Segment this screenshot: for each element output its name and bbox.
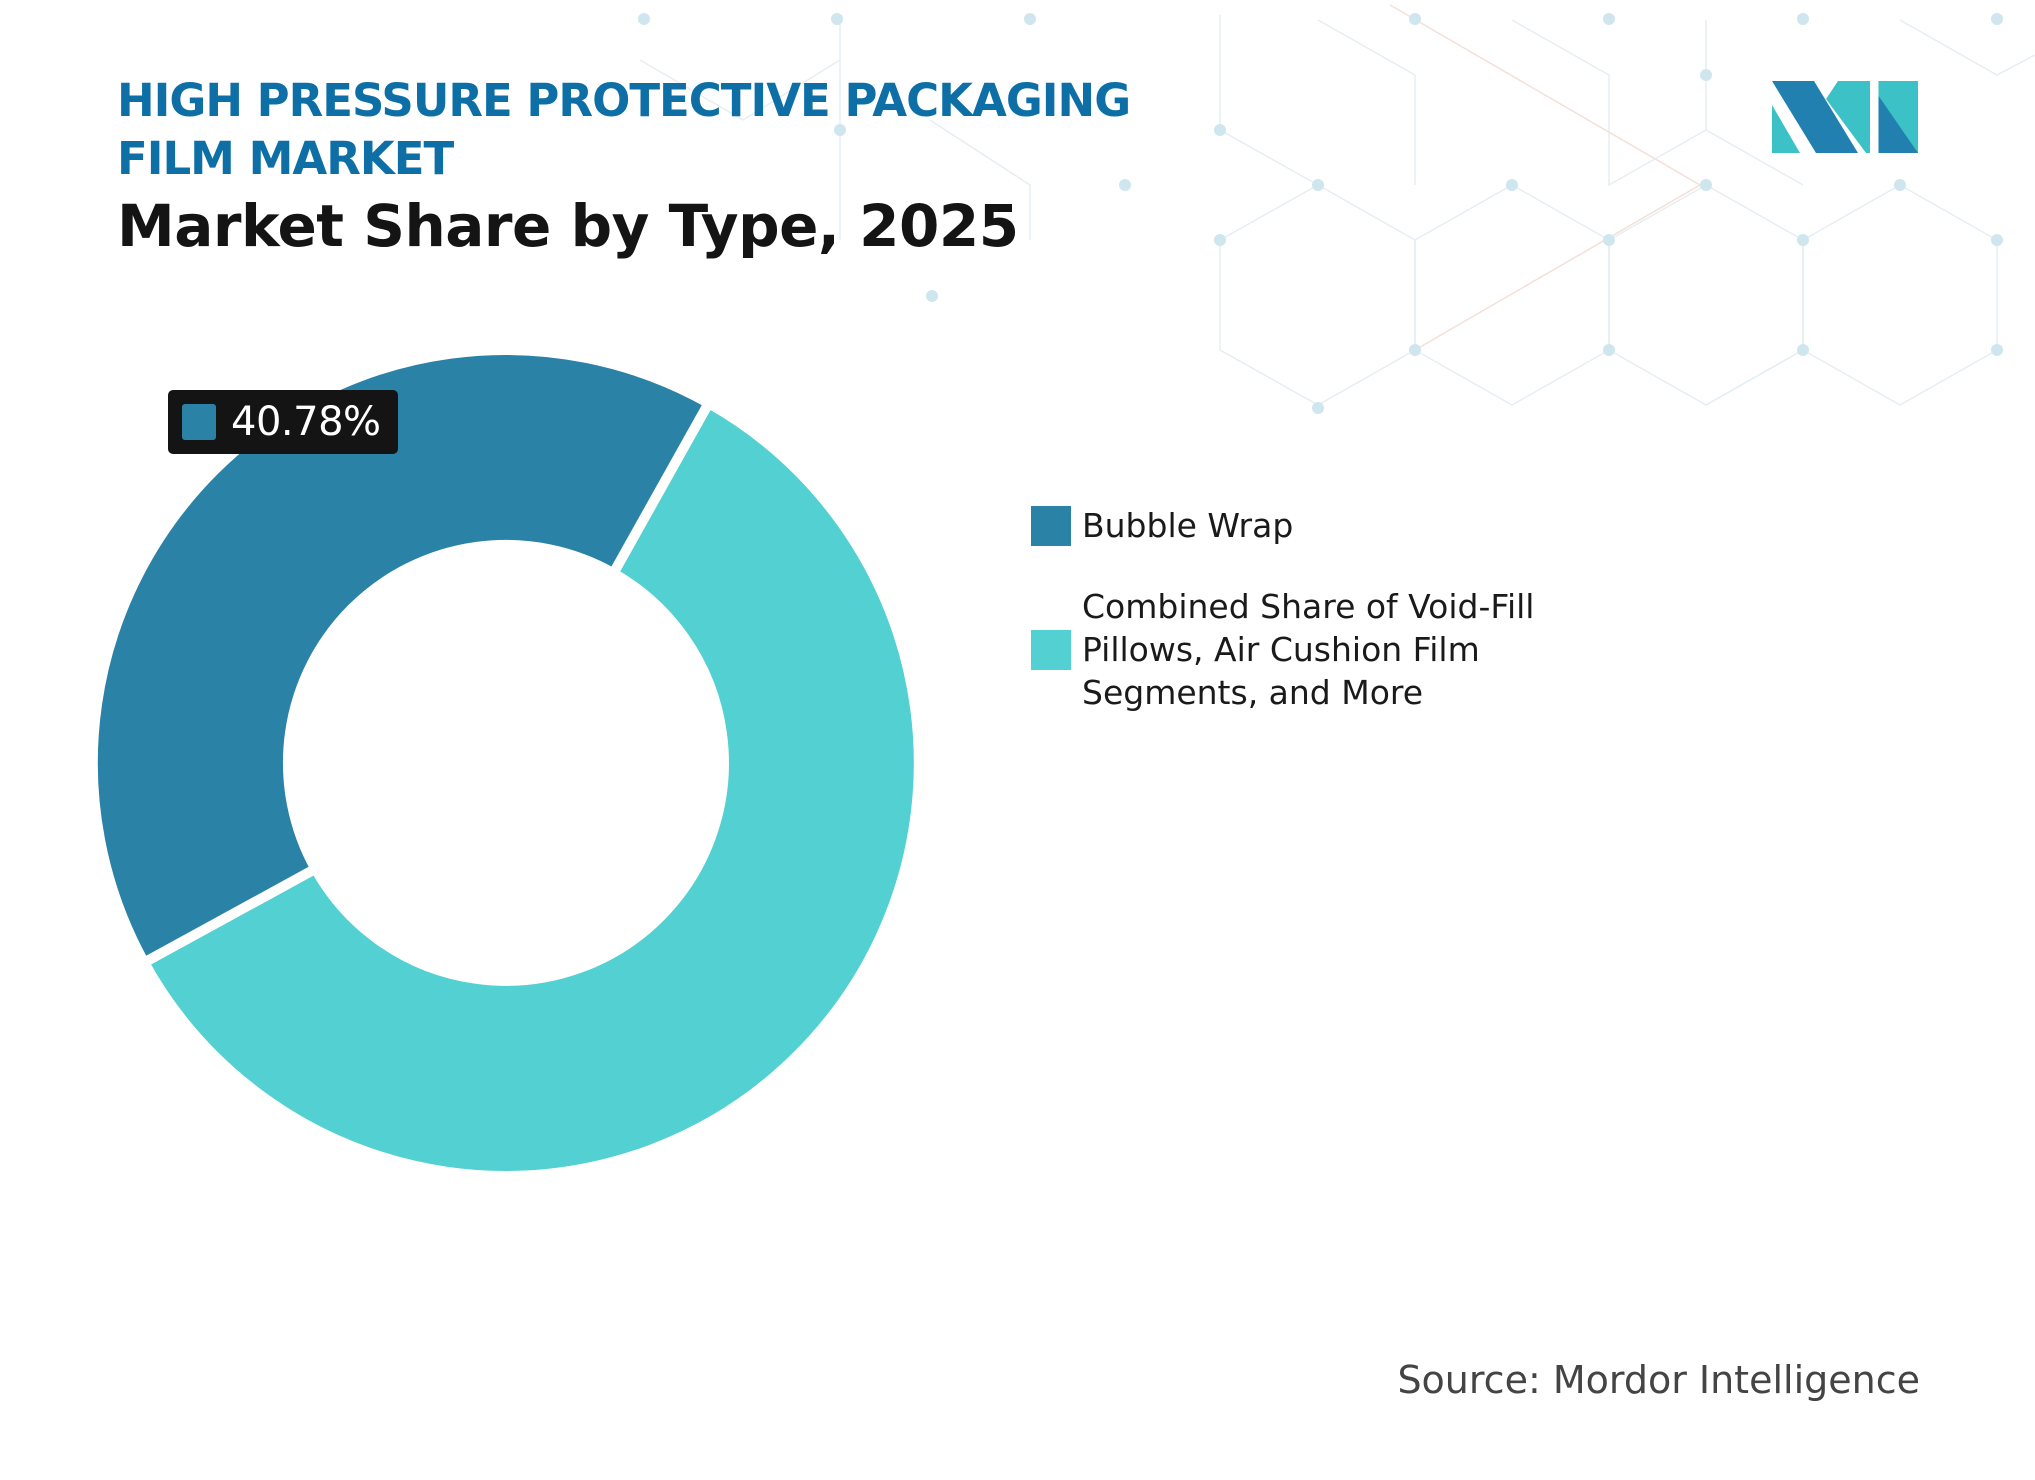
donut-chart xyxy=(87,345,924,1181)
chart-subtitle: Market Share by Type, 2025 xyxy=(117,192,1019,260)
legend-swatch-icon xyxy=(1031,629,1071,670)
donut-segments xyxy=(87,345,924,1181)
label-swatch-icon xyxy=(182,404,216,440)
legend-label: Bubble Wrap xyxy=(1082,506,1294,545)
chart-title: HIGH PRESSURE PROTECTIVE PACKAGING FILM … xyxy=(117,74,1131,185)
legend-item-other[interactable]: Combined Share of Void-Fill Pillows, Air… xyxy=(1031,585,1582,714)
data-label-value: 40.78% xyxy=(231,399,381,445)
segment-other[interactable] xyxy=(137,396,924,1181)
legend-label: Combined Share of Void-Fill Pillows, Air… xyxy=(1082,587,1535,712)
data-label-bubble-wrap: 40.78% xyxy=(168,390,398,454)
legend-swatch-icon xyxy=(1031,505,1071,546)
segment-bubble-wrap[interactable] xyxy=(87,345,716,970)
source-note: Source: Mordor Intelligence xyxy=(1397,1358,1920,1402)
legend-item-bubble-wrap[interactable]: Bubble Wrap xyxy=(1031,504,1642,547)
mordor-logo-icon xyxy=(1772,81,1918,153)
